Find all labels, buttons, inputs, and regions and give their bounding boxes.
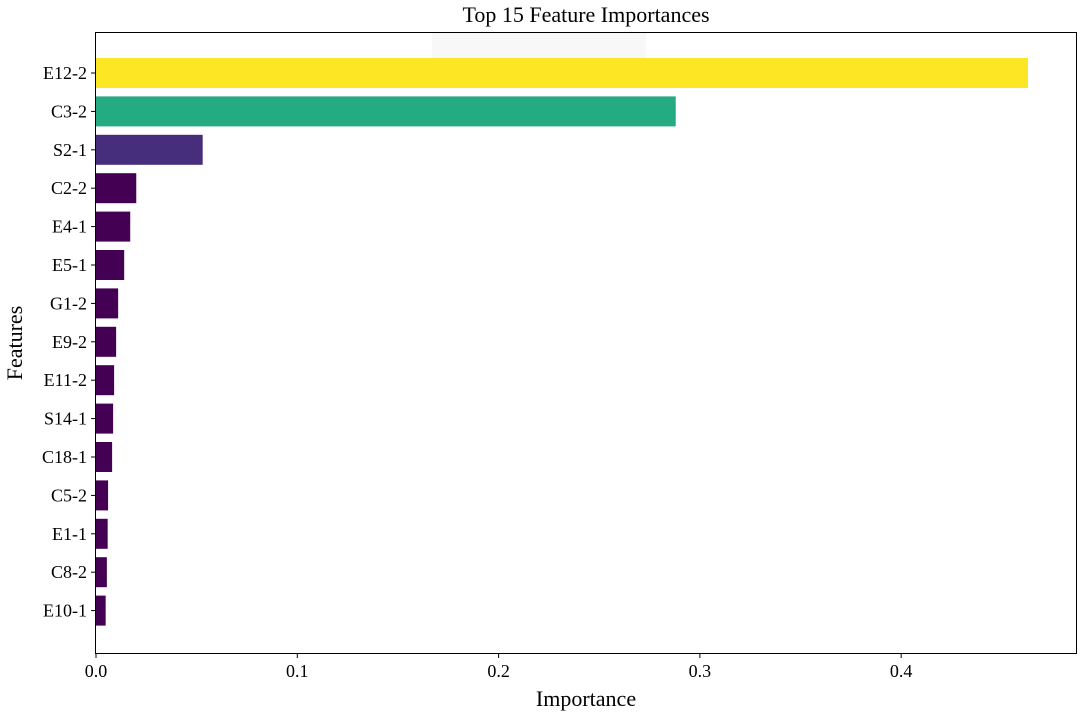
y-tick-label: E12-2 xyxy=(43,63,87,83)
bar-c3-2 xyxy=(96,96,676,127)
x-tick-label: 0.0 xyxy=(85,661,108,681)
chart-title: Top 15 Feature Importances xyxy=(462,2,709,27)
bar-e10-1 xyxy=(96,595,106,626)
y-tick-label: C5-2 xyxy=(51,485,87,505)
bar-c5-2 xyxy=(96,480,109,511)
bar-e4-1 xyxy=(96,211,131,242)
y-axis-label: Features xyxy=(2,306,27,381)
y-tick-label: C2-2 xyxy=(51,178,87,198)
bar-c2-2 xyxy=(96,173,137,204)
bar-s2-1 xyxy=(96,134,203,165)
bars-group xyxy=(96,58,1028,626)
bar-g1-2 xyxy=(96,288,119,319)
y-tick-label: E11-2 xyxy=(44,370,87,390)
x-tick-label: 0.4 xyxy=(890,661,913,681)
bar-e9-2 xyxy=(96,326,117,357)
y-tick-label: C18-1 xyxy=(42,447,87,467)
y-tick-label: E4-1 xyxy=(52,217,87,237)
x-tick-label: 0.3 xyxy=(689,661,712,681)
x-tick-label: 0.1 xyxy=(286,661,309,681)
bar-e5-1 xyxy=(96,250,125,280)
x-tick-label: 0.2 xyxy=(487,661,510,681)
y-tick-label: E1-1 xyxy=(52,524,87,544)
y-tick-label: S2-1 xyxy=(53,140,87,160)
bar-s14-1 xyxy=(96,403,114,434)
y-tick-label: E5-1 xyxy=(52,255,87,275)
bar-c18-1 xyxy=(96,442,113,472)
watermark-overlay xyxy=(432,32,646,62)
y-tick-label: C3-2 xyxy=(51,101,87,121)
bar-e11-2 xyxy=(96,365,115,396)
x-axis-label: Importance xyxy=(536,686,636,711)
bar-c8-2 xyxy=(96,557,107,588)
y-tick-label: S14-1 xyxy=(44,409,87,429)
y-tick-label: C8-2 xyxy=(51,562,87,582)
y-tick-label: G1-2 xyxy=(50,293,87,313)
plot-frame xyxy=(95,32,1077,654)
y-tick-label: E9-2 xyxy=(52,332,87,352)
y-tick-label: E10-1 xyxy=(43,601,87,621)
x-tick-group: 0.0 0.1 0.2 0.3 0.4 xyxy=(85,653,913,681)
bar-e1-1 xyxy=(96,518,108,549)
bar-e12-2 xyxy=(96,58,1028,88)
y-category-labels: E12-2 C3-2 S2-1 C2-2 E4-1 E5-1 G1-2 E9-2 E11-2 S1… xyxy=(42,63,96,621)
